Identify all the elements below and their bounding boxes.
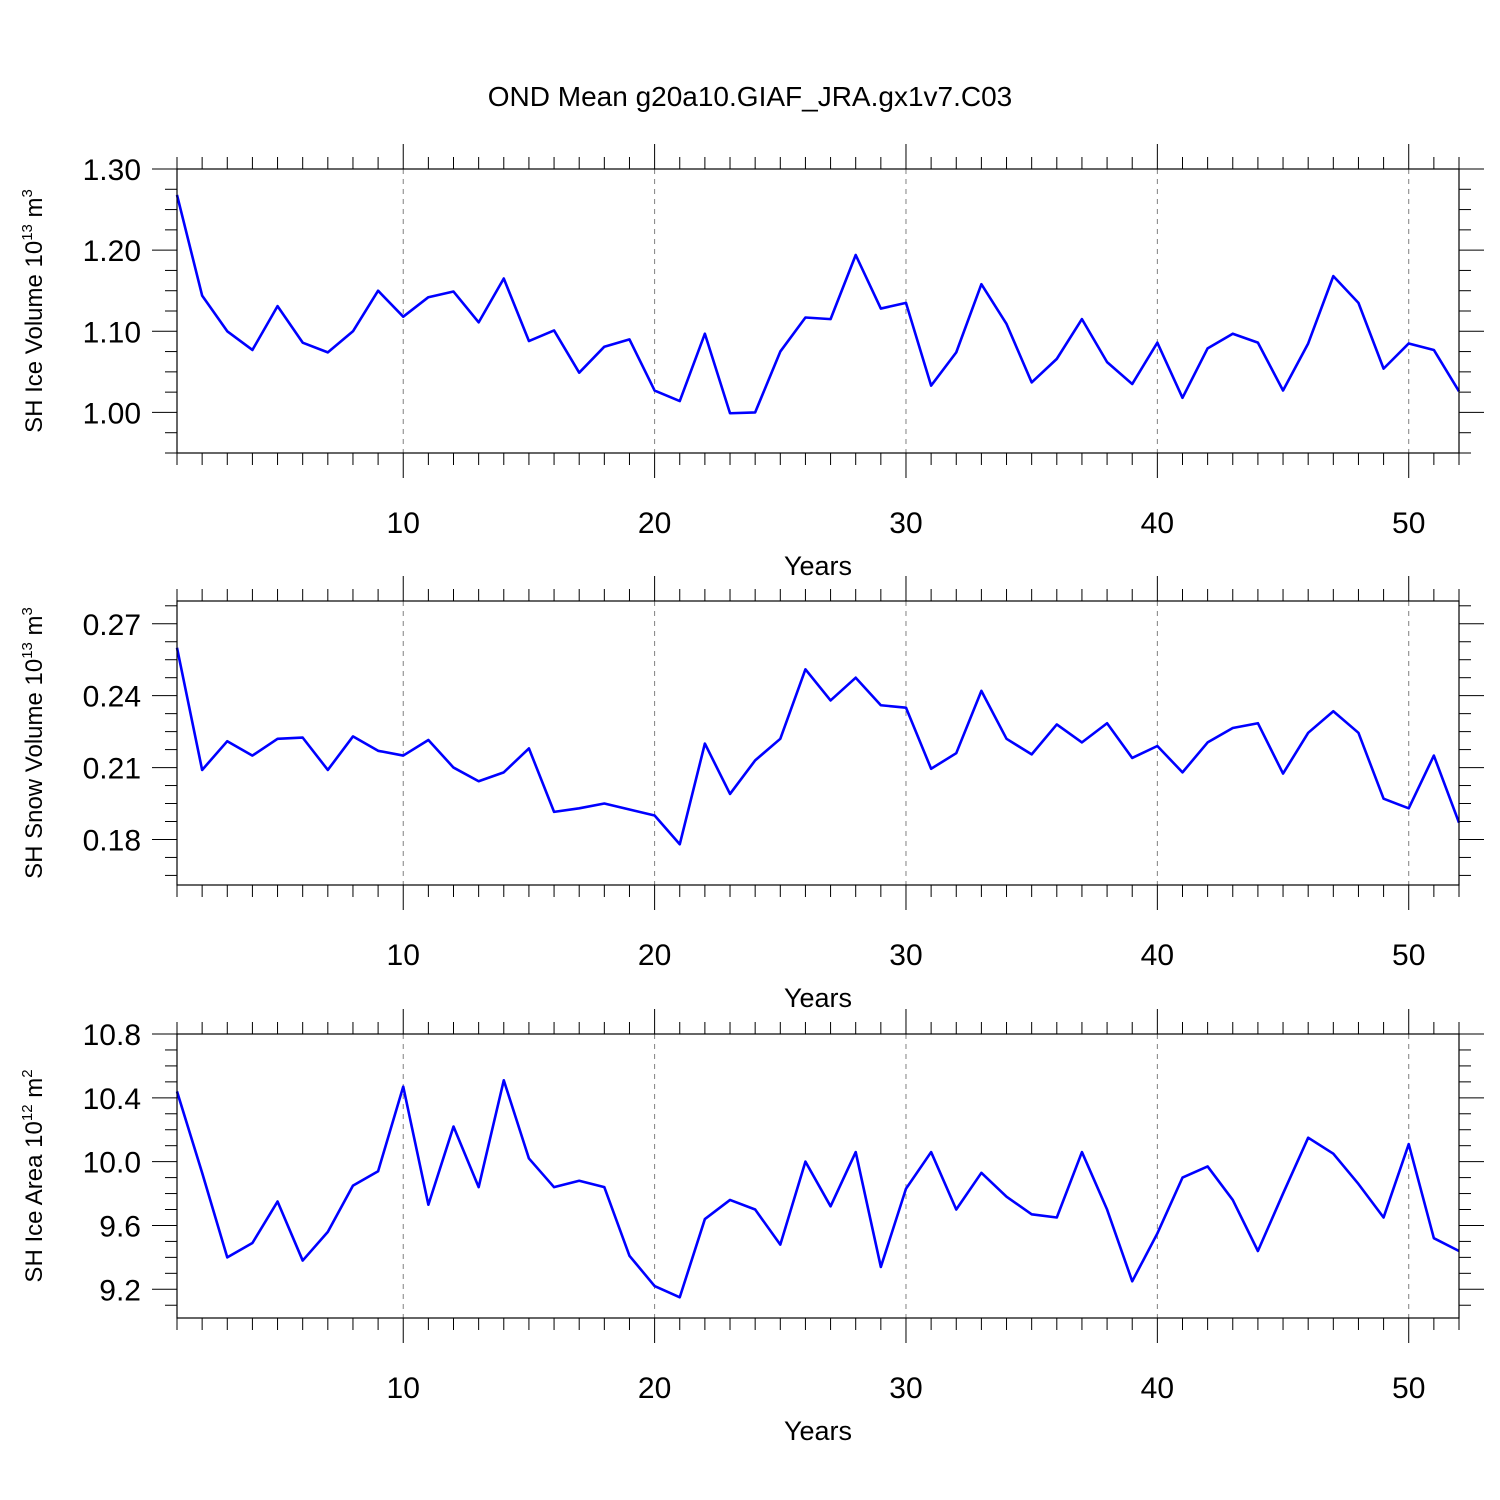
ice-area-y-tick-label: 10.4 [83, 1083, 141, 1116]
snow-volume-y-tick-label: 0.18 [83, 824, 141, 857]
snow-volume-x-tick-label: 20 [638, 939, 671, 972]
snow-volume-y-tick-label: 0.21 [83, 753, 141, 786]
ice-area-y-tick-label: 10.8 [83, 1019, 141, 1052]
ice-area-series-line [175, 1078, 1460, 1299]
ice-volume-x-tick-label: 10 [387, 507, 420, 540]
snow-volume-x-tick-label: 10 [387, 939, 420, 972]
ice-volume-y-tick-label: 1.30 [83, 154, 141, 187]
ice-volume-panel: 1.00 1.10 1.20 1.30 10 20 30 40 50 Years SH Ice Vo… [19, 144, 1484, 581]
ice-volume-x-tick-label: 40 [1141, 507, 1174, 540]
ice-area-x-tick-label: 20 [638, 1372, 671, 1405]
snow-volume-x-tick-label: 50 [1392, 939, 1425, 972]
ice-area-y-axis-title: SH Ice Area 1012 m2 [19, 1069, 48, 1282]
figure-title: OND Mean g20a10.GIAF_JRA.gx1v7.C03 [488, 81, 1012, 112]
snow-volume-y-axis-title: SH Snow Volume 1013 m3 [19, 607, 48, 879]
ice-area-y-tick-label: 9.2 [99, 1274, 141, 1307]
snow-volume-panel: 0.18 0.21 0.24 0.27 10 20 30 40 50 Years SH Snow V… [19, 576, 1484, 1013]
snow-volume-x-axis-title: Years [784, 983, 852, 1013]
ice-volume-series-line [175, 194, 1461, 415]
ice-volume-y-tick-label: 1.10 [83, 316, 141, 349]
ice-area-x-tick-label: 40 [1141, 1372, 1174, 1405]
ice-area-panel: 9.2 9.6 10.0 10.4 10.8 10 20 30 40 50 Years SH Ice … [19, 1009, 1484, 1446]
ice-volume-x-axis-title: Years [784, 551, 852, 581]
ice-volume-plot-frame [176, 168, 1460, 454]
snow-volume-plot-frame [176, 600, 1460, 886]
snow-volume-x-tick-label: 30 [889, 939, 922, 972]
ice-area-y-tick-label: 9.6 [99, 1210, 141, 1243]
ice-volume-y-tick-label: 1.00 [83, 397, 141, 430]
ice-volume-x-tick-label: 30 [889, 507, 922, 540]
ice-volume-y-tick-label: 1.20 [83, 235, 141, 268]
ice-volume-x-tick-label: 50 [1392, 507, 1425, 540]
snow-volume-y-tick-label: 0.24 [83, 681, 141, 714]
ice-area-y-tick-label: 10.0 [83, 1147, 141, 1180]
snow-volume-y-tick-label: 0.27 [83, 609, 141, 642]
snow-volume-series-line [175, 647, 1461, 846]
ice-area-x-tick-label: 10 [387, 1372, 420, 1405]
ice-area-x-tick-label: 50 [1392, 1372, 1425, 1405]
ice-area-plot-frame [176, 1033, 1460, 1319]
snow-volume-x-tick-label: 40 [1141, 939, 1174, 972]
ice-volume-x-tick-label: 20 [638, 507, 671, 540]
ice-volume-y-axis-title: SH Ice Volume 1013 m3 [19, 189, 48, 433]
ice-area-x-tick-label: 30 [889, 1372, 922, 1405]
ice-area-x-axis-title: Years [784, 1416, 852, 1446]
